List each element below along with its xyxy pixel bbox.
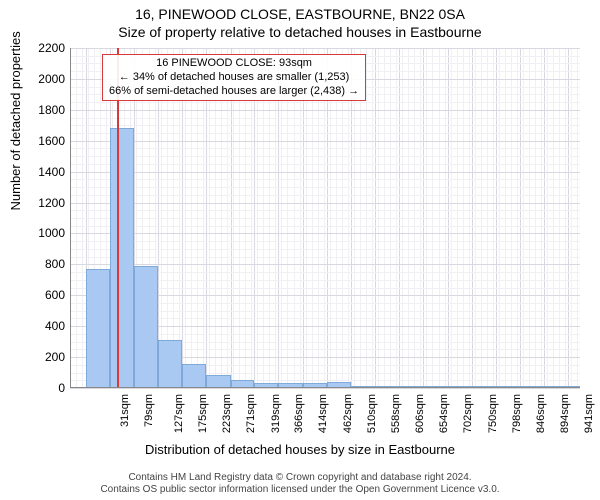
y-tick-label: 1600 [5, 134, 65, 148]
x-tick-label: 127sqm [173, 394, 185, 433]
x-tick-label: 846sqm [535, 394, 547, 433]
histogram-bar [86, 269, 110, 388]
x-tick-label: 79sqm [143, 394, 155, 427]
footer-line1: Contains HM Land Registry data © Crown c… [0, 472, 600, 484]
x-tick-label: 366sqm [293, 394, 305, 433]
y-tick-label: 2000 [5, 72, 65, 86]
annotation-line1: 16 PINEWOOD CLOSE: 93sqm [109, 57, 359, 71]
histogram-bar [110, 128, 134, 388]
x-tick-label: 414sqm [318, 394, 330, 433]
x-tick-label: 558sqm [390, 394, 402, 433]
x-axis-label: Distribution of detached houses by size … [0, 442, 600, 457]
y-tick-label: 2200 [5, 41, 65, 55]
y-tick-label: 1200 [5, 196, 65, 210]
x-tick-label: 31sqm [119, 394, 131, 427]
annotation-line3: 66% of semi-detached houses are larger (… [109, 85, 359, 99]
x-tick-label: 175sqm [197, 394, 209, 433]
x-tick-label: 654sqm [438, 394, 450, 433]
x-tick-label: 271sqm [246, 394, 258, 433]
x-tick-label: 941sqm [583, 394, 595, 433]
y-tick-label: 1400 [5, 165, 65, 179]
x-tick-label: 798sqm [511, 394, 523, 433]
x-tick-label: 702sqm [463, 394, 475, 433]
y-tick-label: 400 [5, 319, 65, 333]
annotation-box: 16 PINEWOOD CLOSE: 93sqm← 34% of detache… [102, 54, 366, 101]
x-tick-label: 223sqm [221, 394, 233, 433]
x-tick-label: 606sqm [414, 394, 426, 433]
x-tick-label: 510sqm [366, 394, 378, 433]
histogram-bar [134, 266, 158, 388]
footer-line2: Contains OS public sector information li… [0, 484, 600, 496]
y-tick-label: 1800 [5, 103, 65, 117]
y-tick-label: 1000 [5, 226, 65, 240]
y-tick-label: 200 [5, 350, 65, 364]
y-tick-label: 0 [5, 381, 65, 395]
annotation-line2: ← 34% of detached houses are smaller (1,… [109, 71, 359, 85]
x-tick-label: 462sqm [342, 394, 354, 433]
x-tick-label: 750sqm [487, 394, 499, 433]
chart-title-line1: 16, PINEWOOD CLOSE, EASTBOURNE, BN22 0SA [0, 6, 600, 22]
histogram-bar [182, 364, 206, 388]
chart-title-line2: Size of property relative to detached ho… [0, 24, 600, 40]
x-tick-label: 894sqm [559, 394, 571, 433]
y-axis-label: Number of detached properties [8, 31, 23, 210]
histogram-bar [158, 340, 182, 388]
y-tick-label: 800 [5, 257, 65, 271]
x-tick-label: 319sqm [270, 394, 282, 433]
footer-attribution: Contains HM Land Registry data © Crown c… [0, 472, 600, 496]
y-tick-label: 600 [5, 288, 65, 302]
